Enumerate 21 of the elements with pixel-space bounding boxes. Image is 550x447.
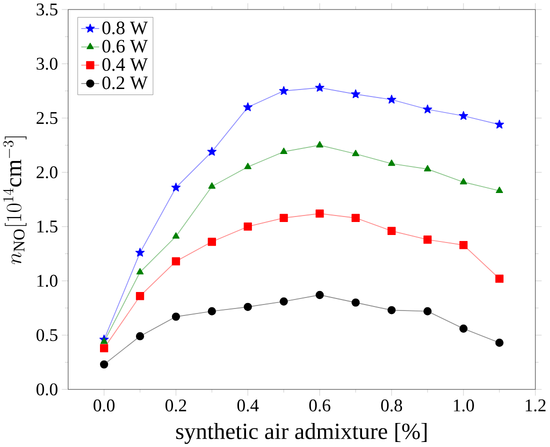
x-tick-label: 1.0: [454, 399, 474, 412]
x-tick-label: 0.6: [309, 399, 330, 412]
y-tick-label: 0.5: [36, 328, 58, 341]
legend-label: 0.2 W: [102, 76, 148, 90]
x-tick-label: 0.2: [165, 399, 186, 412]
legend-label: 0.4 W: [102, 58, 148, 71]
y-tick-label: 0.0: [36, 383, 58, 396]
y-tick-label: 2.5: [36, 112, 58, 124]
legend-label: 0.6 W: [102, 40, 148, 52]
y-axis-title: $n_{\mathrm{NO}}[10^{14}\mathrm{cm}^{-3}]$: [3, 136, 27, 264]
y-tick-label: 3.0: [36, 58, 58, 70]
x-axis-title: synthetic air admixture [%]: [176, 422, 427, 444]
y-tick-label: 1.5: [37, 220, 58, 232]
x-tick-label: 1.2: [526, 399, 546, 412]
x-tick-label: 0.0: [94, 399, 115, 412]
y-tick-label: 2.0: [36, 166, 58, 178]
x-tick-label: 0.4: [237, 399, 259, 412]
x-tick-label: 0.8: [381, 399, 402, 412]
legend-label: 0.8 W: [102, 21, 148, 34]
y-tick-label: 3.5: [36, 3, 58, 16]
y-tick-label: 1.0: [37, 274, 58, 287]
